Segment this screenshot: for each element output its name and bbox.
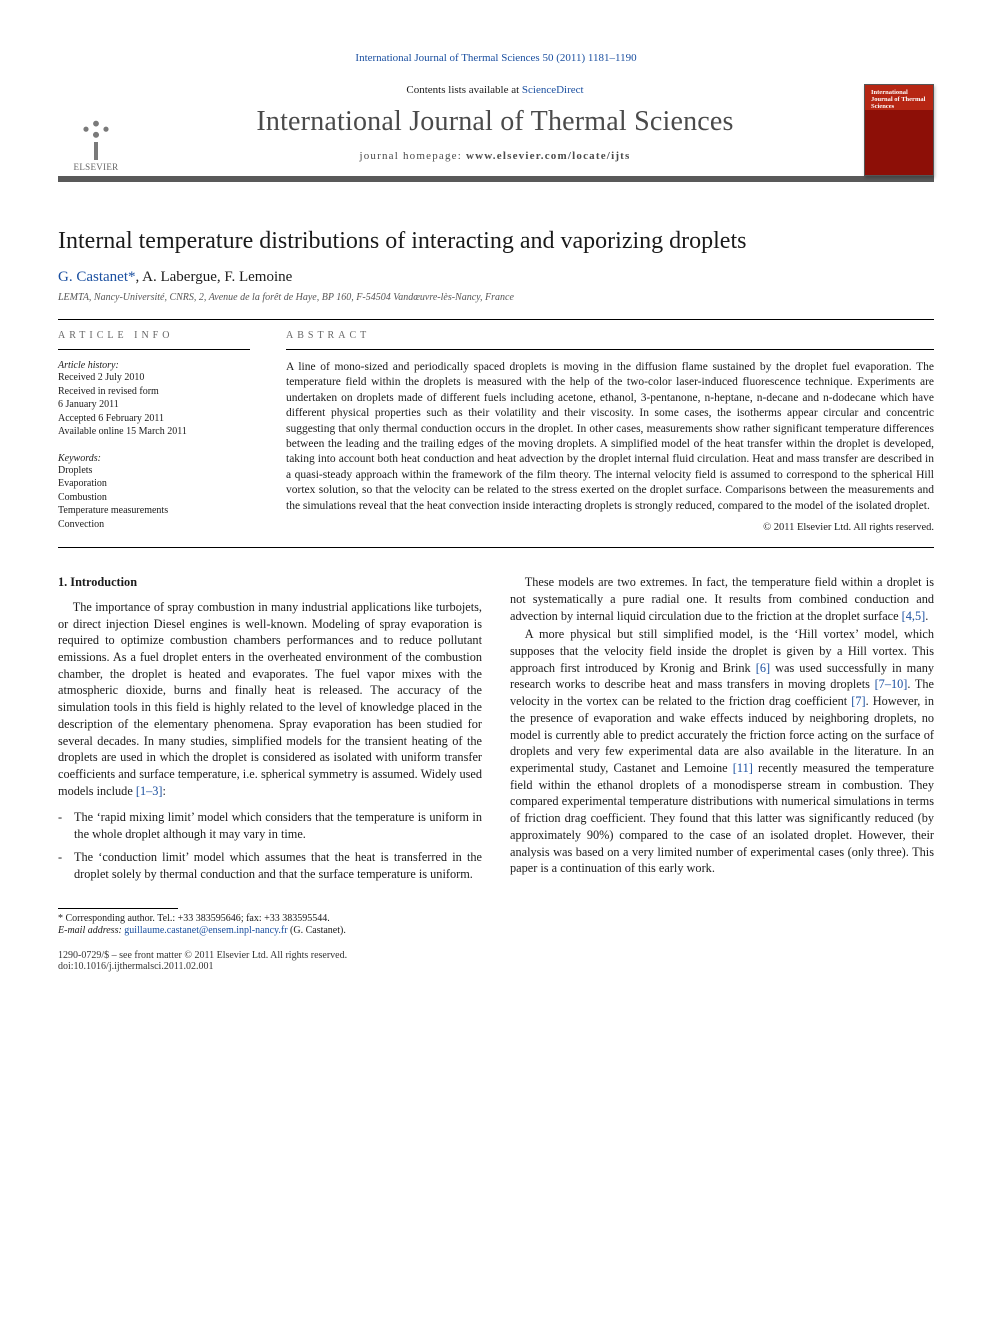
homepage-url: www.elsevier.com/locate/ijts — [466, 150, 631, 162]
corr-tel: +33 383595646 — [178, 913, 241, 924]
publisher-logo: ELSEVIER — [58, 78, 134, 176]
keywords-label: Keywords: — [58, 453, 250, 464]
author-corresponding[interactable]: G. Castanet* — [58, 269, 135, 285]
keyword: Droplets — [58, 464, 250, 478]
masthead: ELSEVIER Contents lists available at Sci… — [58, 78, 934, 182]
bullet-list: - The ‘rapid mixing limit’ model which c… — [58, 809, 482, 882]
authors-line: G. Castanet*, A. Labergue, F. Lemoine — [58, 269, 934, 286]
ref-link[interactable]: [6] — [756, 661, 770, 675]
homepage-label: journal homepage: — [359, 150, 466, 162]
abstract-copyright: © 2011 Elsevier Ltd. All rights reserved… — [286, 522, 934, 533]
footnotes: * Corresponding author. Tel.: +33 383595… — [58, 908, 461, 938]
dash-icon: - — [58, 809, 68, 842]
corresponding-author-footnote: * Corresponding author. Tel.: +33 383595… — [58, 913, 461, 926]
info-abstract-block: ARTICLE INFO Article history: Received 2… — [58, 319, 934, 548]
history-item: Available online 15 March 2011 — [58, 425, 250, 439]
keyword: Combustion — [58, 491, 250, 505]
list-item: - The ‘rapid mixing limit’ model which c… — [58, 809, 482, 842]
p2-text: These models are two extremes. In fact, … — [510, 575, 934, 622]
history-item: Accepted 6 February 2011 — [58, 412, 250, 426]
article-title: Internal temperature distributions of in… — [58, 228, 934, 255]
email-footnote: E-mail address: guillaume.castanet@ensem… — [58, 925, 461, 938]
elsevier-tree-icon — [71, 104, 121, 160]
top-citation-link[interactable]: International Journal of Thermal Science… — [355, 52, 636, 64]
journal-homepage-line: journal homepage: www.elsevier.com/locat… — [138, 150, 852, 162]
corr-label: * Corresponding author. Tel.: — [58, 913, 178, 924]
contents-available-line: Contents lists available at ScienceDirec… — [138, 84, 852, 96]
issn-line: 1290-0729/$ – see front matter © 2011 El… — [58, 950, 461, 961]
top-citation: International Journal of Thermal Science… — [58, 52, 934, 64]
corr-fax-label: ; fax: — [241, 913, 264, 924]
section-heading: 1. Introduction — [58, 574, 482, 591]
keyword: Temperature measurements — [58, 504, 250, 518]
ref-link[interactable]: [11] — [733, 761, 753, 775]
p1-text: The importance of spray combustion in ma… — [58, 600, 482, 798]
doi-block: 1290-0729/$ – see front matter © 2011 El… — [58, 950, 461, 972]
article-info-column: ARTICLE INFO Article history: Received 2… — [58, 320, 264, 547]
ref-link[interactable]: [7–10] — [875, 677, 908, 691]
body-paragraph: A more physical but still simplified mod… — [510, 626, 934, 877]
p1-tail: : — [163, 784, 166, 798]
ref-link[interactable]: [1–3] — [136, 784, 163, 798]
history-label: Article history: — [58, 360, 250, 371]
abstract-label: ABSTRACT — [286, 330, 934, 341]
journal-name: International Journal of Thermal Science… — [138, 106, 852, 138]
abstract-text: A line of mono-sized and periodically sp… — [286, 360, 934, 514]
affiliation: LEMTA, Nancy-Université, CNRS, 2, Avenue… — [58, 292, 934, 303]
article-info-label: ARTICLE INFO — [58, 330, 250, 341]
publisher-name: ELSEVIER — [74, 162, 119, 172]
abstract-column: ABSTRACT A line of mono-sized and period… — [264, 320, 934, 547]
cover-thumbnail: International Journal of Thermal Science… — [864, 84, 934, 176]
journal-cover: International Journal of Thermal Science… — [856, 78, 934, 176]
cover-thumbnail-title: International Journal of Thermal Science… — [871, 90, 929, 110]
ref-link[interactable]: [7] — [851, 694, 865, 708]
p3e: recently measured the temperature field … — [510, 761, 934, 875]
email-link[interactable]: guillaume.castanet@ensem.inpl-nancy.fr — [124, 925, 287, 936]
authors-rest: , A. Labergue, F. Lemoine — [135, 269, 292, 285]
ref-link[interactable]: [4,5] — [902, 609, 926, 623]
footnote-rule — [58, 908, 178, 909]
divider — [58, 349, 250, 350]
masthead-center: Contents lists available at ScienceDirec… — [134, 78, 856, 176]
contents-prefix: Contents lists available at — [406, 84, 521, 96]
p2-tail: . — [925, 609, 928, 623]
bullet-text: The ‘rapid mixing limit’ model which con… — [74, 809, 482, 842]
body-two-column: 1. Introduction The importance of spray … — [58, 574, 934, 886]
email-who: (G. Castanet). — [288, 925, 346, 936]
email-label: E-mail address: — [58, 925, 124, 936]
corr-fax: +33 383595544. — [264, 913, 330, 924]
dash-icon: - — [58, 849, 68, 882]
author-main: G. Castanet — [58, 269, 128, 285]
keyword: Convection — [58, 518, 250, 532]
keyword: Evaporation — [58, 477, 250, 491]
history-item: 6 January 2011 — [58, 398, 250, 412]
body-paragraph: The importance of spray combustion in ma… — [58, 599, 482, 800]
bullet-text: The ‘conduction limit’ model which assum… — [74, 849, 482, 882]
citation-suffix: 1190 — [615, 52, 637, 64]
sciencedirect-link[interactable]: ScienceDirect — [522, 84, 584, 96]
citation-prefix: International Journal of Thermal Science… — [355, 52, 609, 64]
page: International Journal of Thermal Science… — [0, 0, 992, 1014]
body-paragraph: These models are two extremes. In fact, … — [510, 574, 934, 624]
divider — [286, 349, 934, 350]
list-item: - The ‘conduction limit’ model which ass… — [58, 849, 482, 882]
history-item: Received 2 July 2010 — [58, 371, 250, 385]
doi-line: doi:10.1016/j.ijthermalsci.2011.02.001 — [58, 961, 461, 972]
history-item: Received in revised form — [58, 385, 250, 399]
